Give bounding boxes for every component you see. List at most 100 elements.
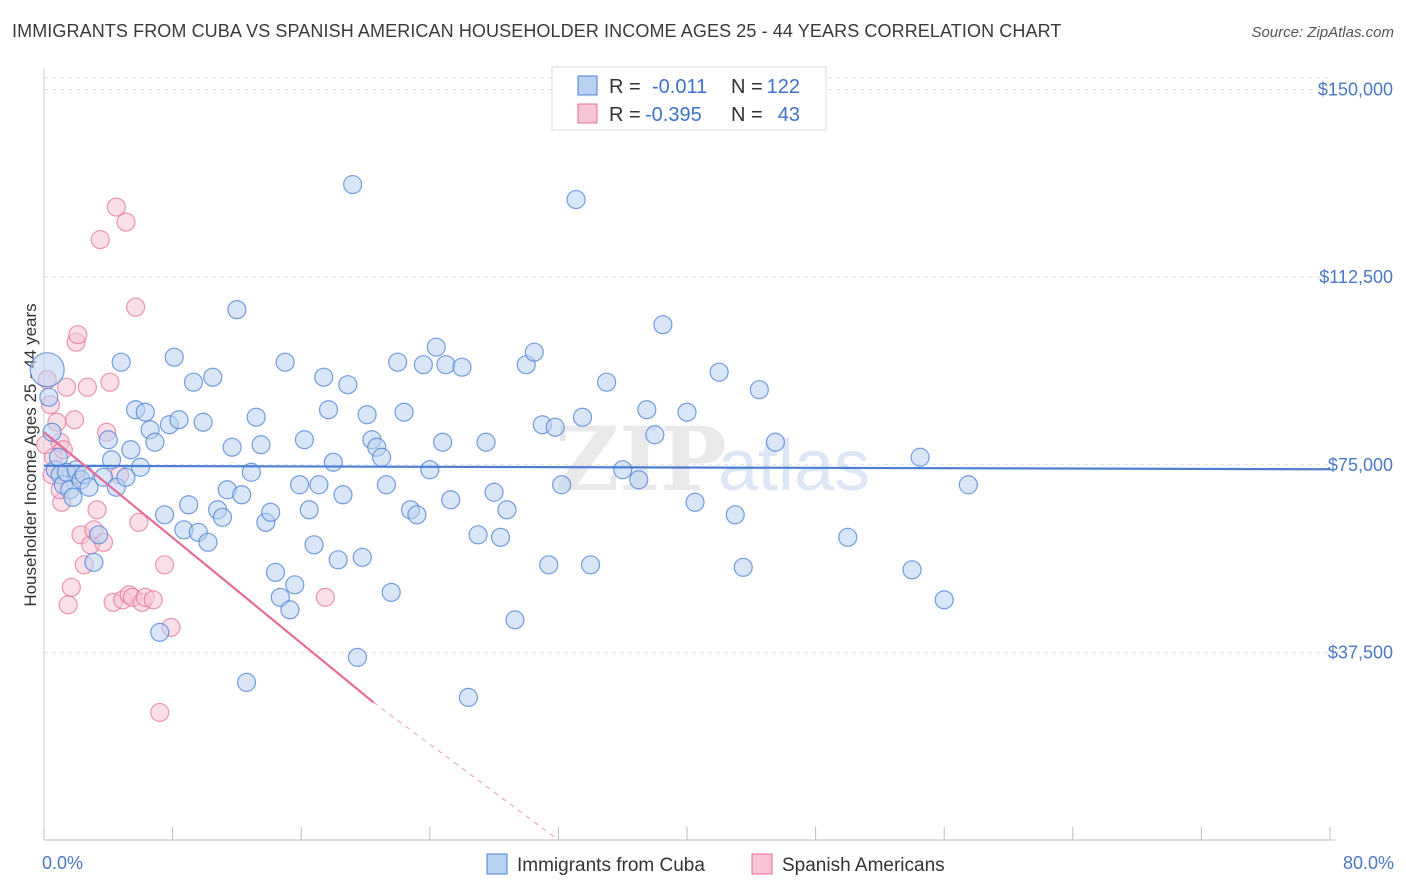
data-point-cuba bbox=[169, 410, 189, 430]
data-point-spanish bbox=[116, 212, 136, 232]
spanish-americans-points bbox=[36, 197, 335, 723]
data-point-cuba bbox=[613, 460, 633, 480]
data-point-cuba bbox=[394, 402, 414, 422]
x-tick-marks bbox=[43, 827, 1331, 840]
data-point-cuba bbox=[333, 485, 353, 505]
source-credit: Source: ZipAtlas.com bbox=[1251, 24, 1394, 41]
data-point-cuba bbox=[116, 467, 136, 487]
data-point-cuba bbox=[352, 547, 372, 567]
data-point-cuba bbox=[101, 450, 122, 470]
data-point-cuba bbox=[328, 550, 348, 570]
data-point-cuba bbox=[304, 535, 324, 555]
data-point-spanish bbox=[129, 512, 149, 532]
legend-n-value-cuba: 122 bbox=[767, 76, 800, 98]
data-point-cuba bbox=[765, 432, 786, 452]
data-point-cuba bbox=[505, 610, 525, 630]
data-point-cuba bbox=[338, 375, 358, 395]
data-point-cuba bbox=[653, 315, 673, 335]
data-point-cuba bbox=[193, 412, 213, 432]
data-point-cuba bbox=[294, 430, 315, 450]
data-point-cuba bbox=[343, 174, 363, 195]
data-point-cuba bbox=[93, 467, 114, 487]
legend-r-label-cuba: R = bbox=[609, 76, 641, 98]
x-tick-label-max: 80.0% bbox=[1343, 853, 1394, 873]
data-point-cuba bbox=[150, 622, 170, 642]
data-point-cuba bbox=[629, 470, 649, 490]
data-point-cuba bbox=[135, 402, 155, 422]
data-point-cuba bbox=[458, 687, 478, 708]
bottom-legend-swatch-cuba bbox=[486, 853, 508, 875]
data-point-cuba bbox=[285, 575, 305, 595]
data-point-cuba bbox=[84, 552, 104, 572]
bottom-legend: Immigrants from Cuba Spanish Americans bbox=[486, 853, 945, 876]
data-point-cuba bbox=[910, 447, 930, 467]
x-tick-label-min: 0.0% bbox=[42, 853, 83, 873]
watermark-atlas: atlas bbox=[718, 426, 870, 506]
bottom-legend-label-spanish: Spanish Americans bbox=[782, 855, 945, 876]
data-point-cuba bbox=[407, 505, 427, 525]
trend-line-spanish bbox=[43, 431, 375, 704]
legend-r-value-cuba: -0.011 bbox=[652, 76, 707, 98]
data-point-cuba bbox=[63, 487, 83, 507]
data-point-cuba bbox=[236, 672, 257, 692]
data-point-spanish bbox=[154, 555, 175, 575]
data-point-cuba bbox=[232, 485, 252, 505]
cuba-points bbox=[29, 174, 978, 708]
y-tick-label: $75,000 bbox=[1328, 455, 1393, 475]
data-point-cuba bbox=[580, 555, 601, 575]
data-point-cuba bbox=[154, 505, 175, 525]
chart-title: IMMIGRANTS FROM CUBA VS SPANISH AMERICAN… bbox=[12, 21, 1062, 41]
data-point-spanish bbox=[126, 297, 146, 317]
data-point-spanish bbox=[100, 372, 120, 392]
data-point-cuba bbox=[497, 500, 517, 520]
legend-r-label-spanish: R = bbox=[609, 104, 641, 126]
data-point-cuba bbox=[725, 505, 745, 525]
data-point-cuba bbox=[902, 560, 922, 580]
data-point-cuba bbox=[241, 462, 261, 482]
data-point-cuba bbox=[357, 405, 377, 425]
trend-lines bbox=[43, 431, 1331, 841]
data-point-cuba bbox=[251, 435, 271, 455]
data-point-cuba bbox=[212, 507, 233, 527]
data-point-spanish bbox=[64, 410, 85, 430]
data-point-cuba bbox=[347, 647, 368, 667]
data-point-spanish bbox=[77, 377, 98, 397]
data-point-cuba bbox=[42, 422, 62, 442]
data-point-cuba bbox=[566, 189, 586, 210]
data-point-cuba bbox=[222, 437, 242, 457]
data-point-cuba bbox=[323, 452, 343, 472]
legend-n-label-spanish: N = bbox=[731, 104, 763, 126]
data-point-cuba bbox=[958, 475, 978, 495]
bottom-legend-label-cuba: Immigrants from Cuba bbox=[517, 855, 705, 876]
data-point-cuba bbox=[685, 492, 705, 512]
data-point-cuba bbox=[452, 357, 472, 377]
y-axis-title: Householder Income Ages 25 - 44 years bbox=[21, 303, 40, 606]
data-point-cuba bbox=[749, 380, 769, 400]
data-point-cuba bbox=[838, 527, 858, 547]
legend-swatch-spanish bbox=[577, 103, 598, 124]
data-point-cuba bbox=[145, 432, 165, 452]
data-point-cuba bbox=[433, 432, 453, 452]
data-point-cuba bbox=[484, 482, 504, 502]
data-point-cuba bbox=[39, 387, 59, 407]
data-point-cuba bbox=[111, 352, 131, 372]
data-point-cuba bbox=[645, 425, 665, 445]
data-point-cuba bbox=[79, 477, 99, 497]
data-point-cuba bbox=[545, 417, 565, 437]
data-point-cuba bbox=[29, 352, 65, 388]
trend-line-spanish-extension bbox=[373, 702, 559, 841]
data-point-cuba bbox=[733, 557, 753, 577]
data-point-cuba bbox=[246, 407, 266, 427]
data-point-cuba bbox=[524, 342, 544, 362]
data-point-cuba bbox=[183, 372, 204, 392]
data-point-cuba bbox=[98, 430, 118, 450]
data-point-spanish bbox=[58, 595, 78, 615]
data-point-cuba bbox=[413, 355, 433, 375]
data-point-spanish bbox=[143, 590, 163, 610]
data-point-cuba bbox=[468, 525, 488, 545]
data-point-cuba bbox=[289, 475, 310, 495]
y-tick-label: $150,000 bbox=[1318, 80, 1393, 100]
y-tick-label: $112,500 bbox=[1319, 267, 1393, 287]
data-point-cuba bbox=[381, 582, 401, 602]
y-tick-label: $37,500 bbox=[1328, 642, 1393, 662]
